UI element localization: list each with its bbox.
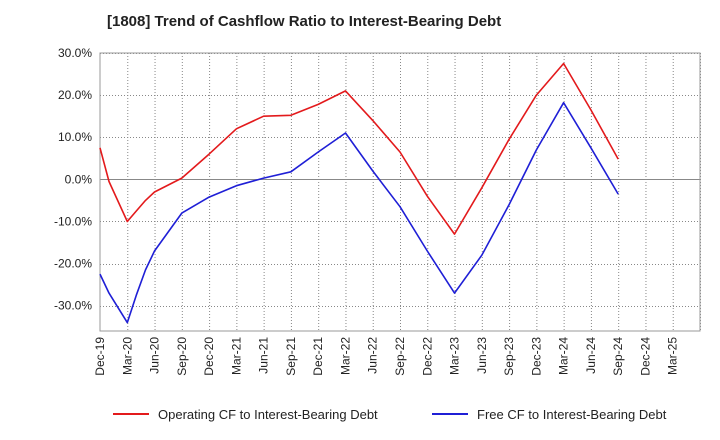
x-tick-label: Sep-21 [284, 337, 298, 376]
y-tick-label: 20.0% [58, 88, 92, 102]
x-tick-label: Mar-23 [448, 337, 462, 375]
series-line-1 [99, 62, 619, 235]
series-layer [99, 62, 619, 324]
legend: Operating CF to Interest-Bearing Debt Fre… [113, 407, 667, 422]
x-tick-label: Sep-20 [175, 337, 189, 376]
x-tick-label: Jun-22 [366, 337, 380, 374]
x-tick-label: Jun-23 [475, 337, 489, 374]
x-tick-label: Dec-24 [638, 337, 652, 376]
x-tick-label: Sep-23 [502, 337, 516, 376]
x-tick-label: Jun-20 [148, 337, 162, 374]
chart-title: [1808] Trend of Cashflow Ratio to Intere… [107, 13, 502, 30]
legend-label-1: Operating CF to Interest-Bearing Debt [158, 407, 378, 422]
x-tick-label: Dec-22 [420, 337, 434, 376]
x-tick-label: Sep-22 [393, 337, 407, 376]
y-tick-label: 0.0% [65, 172, 93, 186]
x-axis: Dec-19 Mar-20 Jun-20 Sep-20 Dec-20 Mar-21 Jun-… [93, 337, 680, 376]
series-line-2 [99, 101, 619, 324]
y-tick-label: -30.0% [54, 299, 92, 313]
y-tick-label: 30.0% [58, 46, 92, 60]
y-axis: 30.0% 20.0% 10.0% 0.0% -10.0% -20.0% -30.0% [54, 46, 92, 313]
x-tick-label: Mar-25 [666, 337, 680, 375]
x-tick-label: Dec-23 [529, 337, 543, 376]
x-tick-label: Mar-24 [557, 337, 571, 375]
x-tick-label: Sep-24 [611, 337, 625, 376]
legend-label-2: Free CF to Interest-Bearing Debt [477, 407, 667, 422]
x-tick-label: Dec-20 [202, 337, 216, 376]
y-tick-label: 10.0% [58, 130, 92, 144]
grid-layer [100, 53, 701, 331]
x-tick-label: Mar-22 [338, 337, 352, 375]
x-tick-label: Mar-21 [229, 337, 243, 375]
plot-area-frame [99, 52, 701, 332]
x-tick-label: Dec-21 [311, 337, 325, 376]
x-tick-label: Jun-24 [584, 337, 598, 374]
y-tick-label: -10.0% [54, 214, 92, 228]
x-tick-label: Mar-20 [120, 337, 134, 375]
y-tick-label: -20.0% [54, 257, 92, 271]
x-tick-label: Jun-21 [257, 337, 271, 374]
x-tick-label: Dec-19 [93, 337, 107, 376]
